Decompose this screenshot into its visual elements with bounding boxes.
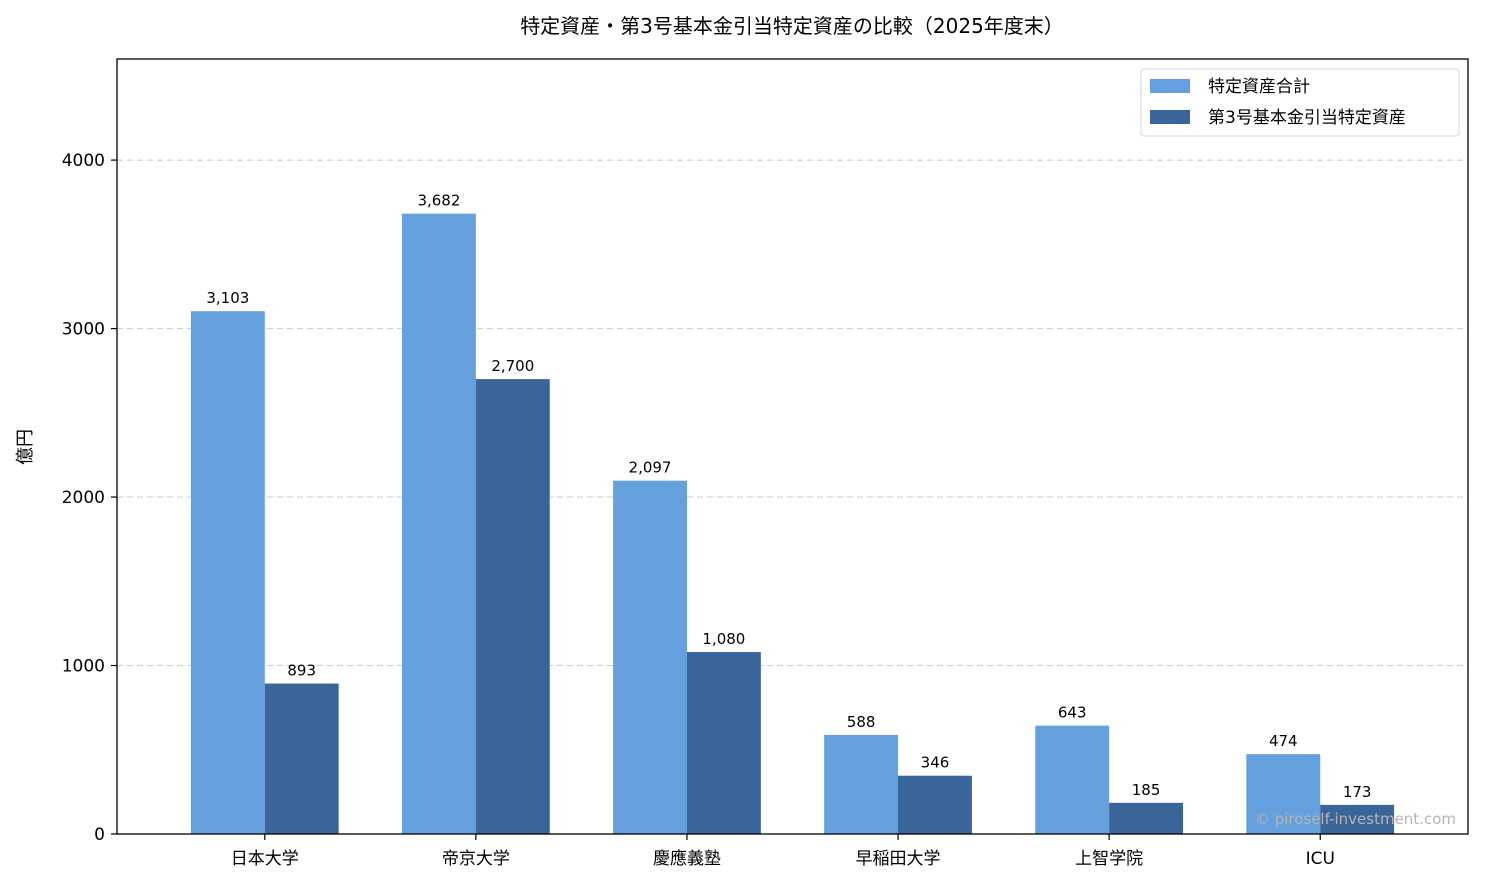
bar-total [1246, 754, 1321, 834]
y-axis-label: 億円 [15, 429, 36, 465]
y-tick-label: 0 [94, 825, 105, 845]
data-label: 474 [1269, 732, 1298, 750]
data-label: 893 [287, 662, 316, 680]
x-tick-label: 帝京大学 [442, 849, 510, 869]
data-label: 588 [847, 713, 876, 731]
data-label: 2,097 [629, 459, 672, 477]
bar-third-fund [1320, 804, 1395, 834]
y-tick-label: 2000 [62, 488, 105, 508]
bar-total [190, 311, 265, 835]
data-label: 3,103 [206, 289, 249, 307]
x-axis: 日本大学 帝京大学 慶應義塾 早稲田大学 上智学院 ICU [231, 834, 1335, 869]
bar-total [401, 213, 476, 835]
legend-swatch [1150, 110, 1190, 124]
data-label: 643 [1058, 704, 1087, 722]
data-label: 2,700 [491, 357, 534, 375]
x-tick-label: ICU [1306, 849, 1335, 869]
grid-lines [117, 159, 1468, 667]
bar-third-fund [475, 379, 550, 834]
bar-third-fund [264, 683, 339, 834]
bar-third-fund [686, 652, 761, 834]
data-label: 3,682 [417, 192, 460, 210]
plot-frame [116, 58, 1469, 835]
x-tick-label: 日本大学 [231, 849, 299, 869]
bar-total [824, 734, 899, 834]
data-label: 173 [1343, 783, 1372, 801]
chart-title: 特定資産・第3号基本金引当特定資産の比較（2025年度末） [520, 14, 1064, 38]
legend-box [1140, 68, 1460, 137]
data-label: 346 [921, 754, 950, 772]
y-tick-label: 1000 [62, 657, 105, 677]
legend-swatch [1150, 79, 1190, 93]
x-tick-label: 慶應義塾 [653, 848, 721, 869]
data-label: 185 [1132, 781, 1161, 799]
legend-label: 第3号基本金引当特定資産 [1208, 108, 1406, 128]
data-label: 1,080 [702, 630, 745, 648]
bars [190, 213, 1395, 835]
bar-third-fund [898, 775, 972, 834]
bar-third-fund [1109, 802, 1184, 834]
watermark: © piroself-investment.com [1255, 810, 1456, 828]
bar-total [1035, 725, 1110, 834]
data-labels: 3,103 893 3,682 2,700 2,097 1,080 588 346 643 185… [206, 192, 1371, 801]
y-axis: 0 1000 2000 3000 4000 [62, 151, 117, 845]
x-tick-label: 上智学院 [1075, 849, 1143, 869]
legend-label: 特定資産合計 [1208, 77, 1310, 97]
y-tick-label: 3000 [62, 320, 105, 340]
y-tick-label: 4000 [62, 151, 105, 171]
bar-total [613, 480, 687, 834]
x-tick-label: 早稲田大学 [856, 849, 941, 869]
